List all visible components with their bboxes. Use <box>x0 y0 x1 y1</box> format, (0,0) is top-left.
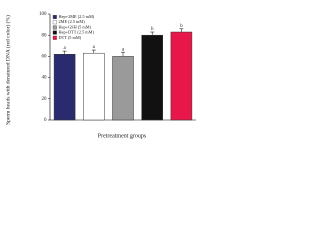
y-axis-title: Sperm heads with denatured DNA (red colo… <box>4 15 11 125</box>
legend-label: DTT (5 mM) <box>59 35 82 40</box>
annotation: b <box>151 27 154 32</box>
annotation: a <box>122 47 125 52</box>
legend-swatch <box>52 30 57 35</box>
bar <box>170 31 193 121</box>
legend-swatch <box>52 15 57 19</box>
legend-label: Hep+GSH (5 mM) <box>59 24 92 29</box>
y-tick-label: 20 <box>42 97 48 102</box>
x-axis-title: Pretreatment groups <box>98 133 147 139</box>
legend-swatch <box>52 20 57 25</box>
bar <box>83 52 105 121</box>
y-tick-label: 60 <box>42 55 48 60</box>
annotation: a <box>93 45 96 50</box>
legend-swatch <box>52 25 57 30</box>
chart: Sperm heads with denatured DNA (red colo… <box>4 12 196 139</box>
legend-label: Hep+DTT (2.5 mM) <box>59 30 95 35</box>
legend-swatch <box>52 35 57 40</box>
annotation: b <box>180 24 183 29</box>
y-tick-label: 100 <box>39 12 47 17</box>
legend-label: 2ME (2.5 mM) <box>59 19 86 24</box>
bar <box>141 34 163 121</box>
y-tick-label: 80 <box>42 33 48 38</box>
bar <box>112 56 134 121</box>
y-tick-label: 40 <box>42 76 48 81</box>
annotation: a <box>63 46 66 51</box>
y-tick-label: 0 <box>44 118 47 123</box>
legend-label: Hep+2ME (2.5 mM) <box>59 14 95 19</box>
bar <box>53 54 76 121</box>
